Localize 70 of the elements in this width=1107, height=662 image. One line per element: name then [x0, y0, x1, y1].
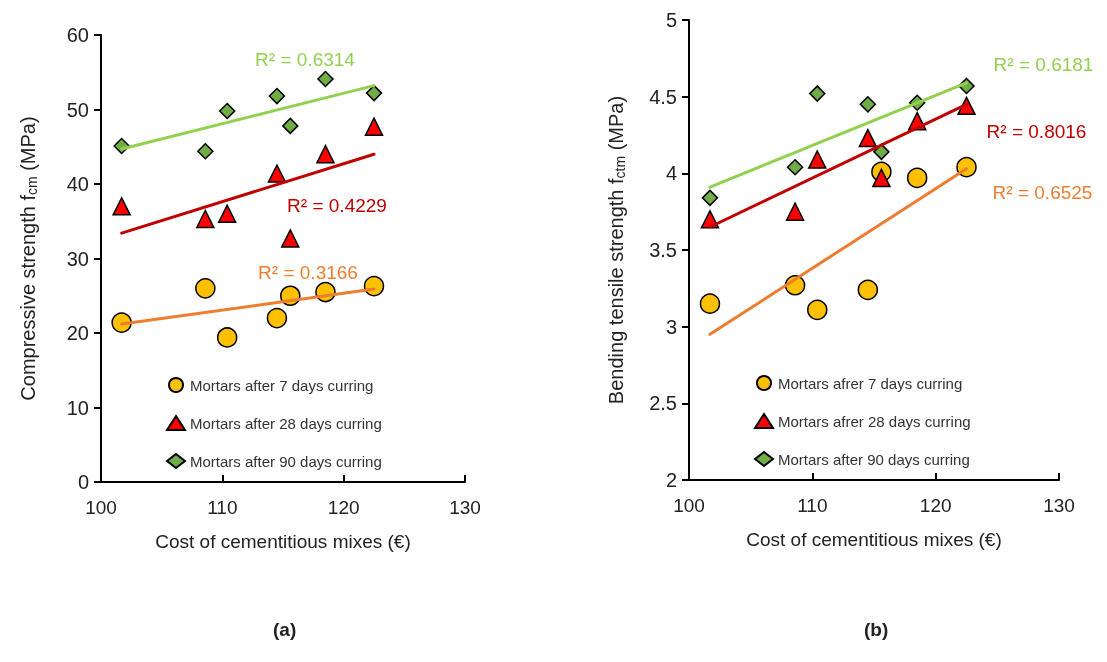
point	[317, 70, 334, 88]
y-tick-label: 10	[66, 396, 89, 419]
annotation: R² = 0.3166	[258, 261, 358, 283]
point	[872, 168, 891, 188]
legend-label: Mortars after 7 days curring	[190, 376, 374, 394]
y-tick-label: 5	[665, 9, 677, 31]
point	[807, 299, 828, 321]
y-tick-label: 20	[66, 322, 89, 344]
text: (a)	[273, 619, 297, 640]
point	[268, 87, 286, 105]
point	[112, 197, 131, 216]
y-tick-label: 40	[66, 173, 89, 195]
y-tick-label: 4.5	[649, 85, 677, 108]
point	[809, 85, 826, 102]
x-tick-label: 100	[85, 497, 117, 518]
x-tick-label: 130	[449, 497, 481, 518]
point	[808, 150, 827, 169]
point	[216, 327, 238, 348]
x-tick-label: 120	[327, 497, 360, 518]
point	[196, 209, 215, 229]
y-tick-label: 3	[665, 315, 677, 338]
point	[197, 142, 214, 160]
y-tick-label: 30	[66, 247, 89, 270]
annotation: R² = 0.8016	[986, 120, 1087, 142]
annotation: R² = 0.6314	[255, 49, 356, 71]
point	[701, 189, 719, 207]
x-tick-label: 110	[207, 497, 238, 518]
legend-label: Mortars afrer 28 days curring	[778, 412, 971, 430]
point	[364, 117, 384, 136]
point	[316, 144, 335, 164]
point	[858, 128, 878, 148]
y-tick-label: 4	[665, 162, 677, 185]
point	[281, 229, 300, 248]
annotation: R² = 0.4229	[287, 194, 387, 216]
legend-label: Mortars after 90 days curring	[778, 450, 970, 468]
text: (b)	[864, 619, 889, 640]
y-axis-title: Bending tensile strength fctm (MPa)	[605, 95, 628, 405]
y-tick-label: 2.5	[649, 392, 677, 415]
y-tick-label: 60	[66, 24, 89, 46]
legend-label: Mortars after 28 days curring	[190, 414, 382, 432]
y-tick-label: 50	[66, 98, 89, 121]
point	[266, 307, 288, 329]
point	[218, 102, 236, 120]
point	[857, 279, 879, 301]
point	[217, 204, 237, 224]
point	[365, 84, 383, 102]
point	[786, 158, 804, 176]
x-tick-label: 130	[1043, 495, 1075, 516]
point	[906, 167, 928, 189]
point	[699, 293, 721, 314]
x-axis-title: Cost of cementitious mixes (€)	[155, 531, 411, 552]
point	[873, 143, 890, 161]
y-axis-title: Compressive strength fcm (MPa)	[17, 116, 40, 401]
point	[267, 164, 287, 183]
x-tick-label: 100	[673, 495, 705, 516]
x-axis-title: Cost of cementitious mixes (€)	[746, 529, 1002, 550]
y-tick-label: 3.5	[649, 239, 677, 261]
point	[859, 96, 877, 113]
y-tick-label: 2	[665, 469, 677, 491]
point	[785, 202, 805, 221]
x-tick-label: 110	[797, 495, 828, 516]
legend-label: Mortars afrer 7 days curring	[778, 374, 963, 392]
y-tick-label: 0	[77, 471, 89, 493]
point	[282, 117, 299, 135]
point	[363, 275, 385, 297]
legend-label: Mortars after 90 days curring	[190, 452, 382, 470]
annotation: R² = 0.6181	[993, 54, 1094, 76]
x-tick-label: 120	[919, 495, 952, 516]
point	[195, 278, 216, 299]
annotation: R² = 0.6525	[992, 182, 1093, 204]
